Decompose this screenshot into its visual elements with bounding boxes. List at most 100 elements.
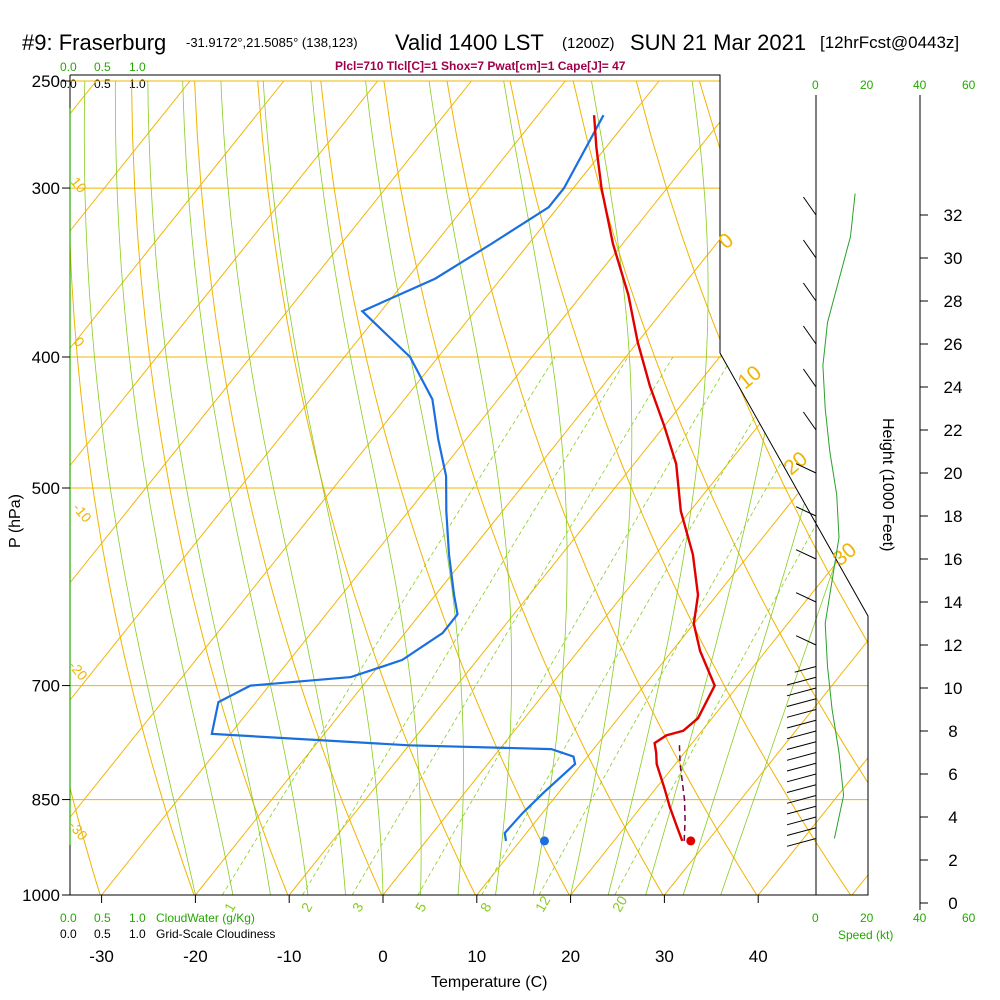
mixing-ratio-line (302, 356, 629, 895)
temperature-label: 30 (655, 947, 674, 966)
wind-barb (802, 325, 817, 345)
wind-barb (786, 762, 817, 772)
height-label: 8 (948, 722, 957, 741)
dry-adiabat-line (383, 80, 664, 895)
height-label: 20 (944, 464, 963, 483)
wind-barb (795, 506, 817, 517)
cloudwater-scale-bottom: 0.0 0.5 1.0 CloudWater (g/Kg) 0.0 0.5 1.… (60, 911, 275, 941)
cw-tick-top-0: 0.0 (60, 60, 77, 74)
wind-panel (786, 193, 856, 847)
dry-adiabat-label: 0 (71, 334, 88, 350)
mixing-ratio-line (538, 356, 842, 895)
wind-barb (786, 827, 817, 836)
moist-adiabat-line (262, 80, 384, 895)
cw-tick-bot-0: 0.0 (60, 911, 77, 925)
pressure-label: 700 (32, 677, 60, 696)
wind-barb (802, 368, 817, 388)
moist-adiabat-line (607, 80, 709, 895)
wind-barb (786, 698, 817, 707)
dry-adiabat-label: -10 (70, 500, 95, 526)
dry-adiabat-line (70, 80, 195, 895)
wind-barb (786, 773, 817, 783)
dry-adiabat-line (572, 80, 868, 895)
moist-adiabat-line (182, 80, 309, 895)
dry-adiabat-line (635, 80, 868, 895)
ws-top-1: 20 (860, 78, 874, 92)
surface-dewpoint-dot (539, 836, 549, 846)
dry-adiabat-line (131, 80, 289, 895)
dry-adiabat-line (0, 81, 6, 895)
height-label: 30 (944, 249, 963, 268)
temperature-label: -10 (277, 947, 302, 966)
temperature-label: -20 (183, 947, 208, 966)
parcel-path-line (678, 741, 686, 841)
wind-barb (802, 282, 817, 302)
pressure-label: 300 (32, 179, 60, 198)
moist-adiabat-line (570, 80, 633, 895)
cl-tick-top-2: 1.0 (129, 77, 146, 91)
moist-adiabat-line (220, 80, 346, 895)
moist-adiabat-line (114, 80, 234, 895)
valid-zulu: (1200Z) (562, 35, 615, 52)
pressure-label: 500 (32, 479, 60, 498)
wind-barb (786, 719, 817, 729)
height-label: 16 (944, 550, 963, 569)
cl-tick-top-1: 0.5 (94, 77, 111, 91)
wind-barb (802, 239, 817, 259)
mixing-ratio-label: 20 (609, 893, 631, 915)
wind-barb (786, 838, 817, 847)
wind-barb (786, 784, 817, 793)
pressure-label: 1000 (22, 886, 60, 905)
dry-adiabat-line (446, 80, 758, 895)
station-title: #9: Fraserburg (22, 30, 166, 55)
isotherm-line (70, 80, 285, 895)
mixing-ratio-label: 2 (298, 900, 316, 915)
wind-barb (786, 805, 817, 815)
mixing-ratio-line (221, 356, 556, 895)
dry-adiabat-label: 10 (68, 174, 90, 196)
background-grid (0, 80, 868, 895)
pressure-label: 250 (32, 72, 60, 91)
cloudwater-label: CloudWater (g/Kg) (156, 911, 255, 925)
mixing-ratio-label: 12 (532, 893, 554, 915)
cl-tick-bot-0: 0.0 (60, 927, 77, 941)
isotherm-line (851, 80, 868, 895)
temperature-label: 0 (378, 947, 387, 966)
mixing-ratio-line (417, 356, 733, 895)
mixing-ratio-line (481, 356, 791, 895)
height-label: 32 (944, 206, 963, 225)
surface-temperature-dot (686, 836, 696, 846)
moist-adiabat-line (147, 80, 271, 895)
wind-barb (794, 666, 817, 673)
mixing-ratio-label: 3 (349, 900, 367, 915)
isotherm-label: 0 (714, 229, 738, 254)
cl-tick-bot-1: 0.5 (94, 927, 111, 941)
wind-barb (786, 687, 817, 697)
height-label: 18 (944, 507, 963, 526)
wind-speed-label: Speed (kt) (838, 928, 893, 942)
wind-speed-scale: 0 20 40 60 0 20 40 60 Speed (kt) (812, 78, 976, 942)
isotherm-label: 20 (779, 447, 812, 480)
sounding-profiles (210, 114, 717, 846)
wind-barb (795, 592, 817, 603)
ws-top-2: 40 (913, 78, 927, 92)
height-label: 6 (948, 765, 957, 784)
cl-tick-bot-2: 1.0 (129, 927, 146, 941)
wind-barb (802, 196, 817, 216)
height-label: 28 (944, 292, 963, 311)
height-label: 4 (948, 808, 957, 827)
ws-bot-1: 20 (860, 911, 874, 925)
dry-adiabat-line (257, 80, 476, 895)
isotherm-line (70, 80, 191, 895)
valid-time: Valid 1400 LST (395, 30, 544, 55)
dewpoint-line (210, 114, 605, 842)
dry-adiabat-line (825, 80, 868, 895)
ws-bot-2: 40 (913, 911, 927, 925)
cloudwater-scale-top: 0.0 0.5 1.0 0.0 0.5 1.0 (60, 60, 146, 91)
cl-tick-top-0: 0.0 (60, 77, 77, 91)
cw-tick-top-1: 0.5 (94, 60, 111, 74)
height-label: 14 (944, 593, 963, 612)
isotherm-line (0, 81, 2, 895)
wind-barb (786, 752, 817, 761)
